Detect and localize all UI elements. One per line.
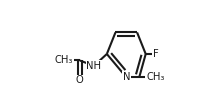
Text: F: F — [153, 49, 158, 59]
Text: N: N — [123, 72, 130, 82]
Text: CH₃: CH₃ — [146, 72, 165, 82]
Text: CH₃: CH₃ — [54, 56, 73, 65]
Text: O: O — [76, 75, 84, 85]
Text: NH: NH — [86, 61, 101, 71]
